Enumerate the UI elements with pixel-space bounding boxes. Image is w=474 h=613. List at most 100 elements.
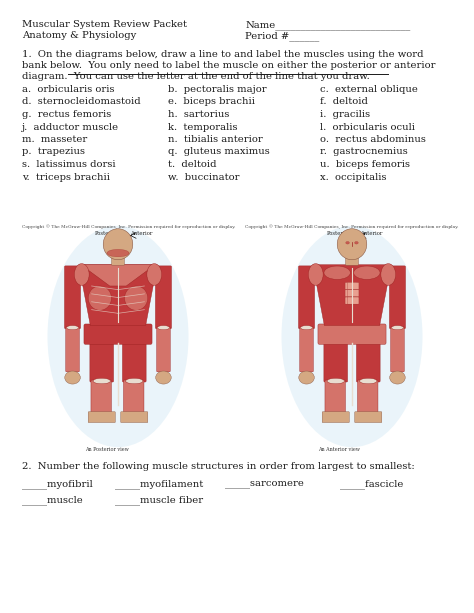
Text: Anterior: Anterior <box>360 231 383 236</box>
FancyBboxPatch shape <box>355 412 382 422</box>
Ellipse shape <box>355 242 358 244</box>
Ellipse shape <box>360 378 377 384</box>
FancyBboxPatch shape <box>346 256 358 265</box>
Text: Period #______: Period #______ <box>245 31 319 40</box>
FancyBboxPatch shape <box>347 290 359 297</box>
Text: Name___________________________: Name___________________________ <box>245 20 410 29</box>
FancyBboxPatch shape <box>84 324 152 345</box>
Text: r.  gastrocnemius: r. gastrocnemius <box>320 148 408 156</box>
Ellipse shape <box>381 264 396 285</box>
Ellipse shape <box>327 378 345 384</box>
Text: x.  occipitalis: x. occipitalis <box>320 172 386 181</box>
Text: w.  buccinator: w. buccinator <box>168 172 239 181</box>
Ellipse shape <box>66 326 79 330</box>
Ellipse shape <box>299 371 314 384</box>
Text: bank below.  You only need to label the muscle on either the posterior or anteri: bank below. You only need to label the m… <box>22 61 436 70</box>
Text: i.  gracilis: i. gracilis <box>320 110 370 119</box>
Text: l.  orbicularis oculi: l. orbicularis oculi <box>320 123 415 132</box>
Polygon shape <box>79 265 157 326</box>
Ellipse shape <box>392 326 403 330</box>
Text: o.  rectus abdominus: o. rectus abdominus <box>320 135 426 144</box>
Text: d.  sternocleidomastoid: d. sternocleidomastoid <box>22 97 141 107</box>
FancyBboxPatch shape <box>324 342 347 382</box>
Polygon shape <box>81 265 155 286</box>
Ellipse shape <box>126 378 143 384</box>
Ellipse shape <box>157 326 170 330</box>
FancyBboxPatch shape <box>318 324 386 345</box>
Ellipse shape <box>155 371 171 384</box>
FancyBboxPatch shape <box>111 256 125 265</box>
Text: j.  adductor muscle: j. adductor muscle <box>22 123 119 132</box>
FancyBboxPatch shape <box>356 342 380 382</box>
Ellipse shape <box>390 371 405 384</box>
Text: h.  sartorius: h. sartorius <box>168 110 229 119</box>
Text: n.  tibialis anterior: n. tibialis anterior <box>168 135 263 144</box>
Text: Posterior: Posterior <box>95 231 119 236</box>
Text: s.  latissimus dorsi: s. latissimus dorsi <box>22 160 116 169</box>
FancyBboxPatch shape <box>391 327 404 372</box>
FancyBboxPatch shape <box>121 412 148 422</box>
Text: p.  trapezius: p. trapezius <box>22 148 85 156</box>
Text: _____muscle: _____muscle <box>22 495 83 504</box>
Ellipse shape <box>65 371 80 384</box>
Text: u.  biceps femoris: u. biceps femoris <box>320 160 410 169</box>
Ellipse shape <box>354 266 380 280</box>
FancyBboxPatch shape <box>64 266 81 329</box>
Text: c.  external oblique: c. external oblique <box>320 85 418 94</box>
FancyBboxPatch shape <box>299 266 315 329</box>
Text: Copyright © The McGraw-Hill Companies, Inc. Permission required for reproduction: Copyright © The McGraw-Hill Companies, I… <box>22 224 236 229</box>
Ellipse shape <box>47 226 189 447</box>
Text: 2.  Number the following muscle structures in order from largest to smallest:: 2. Number the following muscle structure… <box>22 462 415 471</box>
Text: An Posterior view: An Posterior view <box>85 447 129 452</box>
Text: _____muscle fiber: _____muscle fiber <box>115 495 203 504</box>
Ellipse shape <box>346 242 349 244</box>
Ellipse shape <box>125 286 148 310</box>
FancyBboxPatch shape <box>90 342 114 382</box>
Ellipse shape <box>147 264 162 285</box>
FancyBboxPatch shape <box>325 380 346 413</box>
Ellipse shape <box>337 229 367 260</box>
FancyBboxPatch shape <box>322 412 349 422</box>
Text: _____fascicle: _____fascicle <box>340 479 403 489</box>
FancyBboxPatch shape <box>66 327 79 372</box>
Ellipse shape <box>93 378 110 384</box>
Ellipse shape <box>103 229 133 260</box>
Text: v.  triceps brachii: v. triceps brachii <box>22 172 110 181</box>
FancyBboxPatch shape <box>157 327 170 372</box>
Text: 1.  On the diagrams below, draw a line to and label the muscles using the word: 1. On the diagrams below, draw a line to… <box>22 50 423 59</box>
Text: a.  orbicularis oris: a. orbicularis oris <box>22 85 115 94</box>
Ellipse shape <box>324 266 350 280</box>
Text: Anatomy & Physiology: Anatomy & Physiology <box>22 31 136 40</box>
Ellipse shape <box>107 249 129 257</box>
FancyBboxPatch shape <box>345 290 357 297</box>
FancyBboxPatch shape <box>357 380 378 413</box>
FancyBboxPatch shape <box>124 380 144 413</box>
Text: t.  deltoid: t. deltoid <box>168 160 217 169</box>
FancyBboxPatch shape <box>300 327 313 372</box>
FancyBboxPatch shape <box>345 297 357 304</box>
Text: An Anterior view: An Anterior view <box>318 447 360 452</box>
Ellipse shape <box>88 286 111 310</box>
FancyBboxPatch shape <box>345 283 357 289</box>
FancyBboxPatch shape <box>91 380 111 413</box>
Polygon shape <box>313 265 391 326</box>
Text: m.  masseter: m. masseter <box>22 135 87 144</box>
Text: b.  pectoralis major: b. pectoralis major <box>168 85 266 94</box>
FancyBboxPatch shape <box>88 412 115 422</box>
Text: k.  temporalis: k. temporalis <box>168 123 237 132</box>
Text: q.  gluteus maximus: q. gluteus maximus <box>168 148 270 156</box>
Ellipse shape <box>74 264 89 285</box>
Text: _____sarcomere: _____sarcomere <box>225 479 304 488</box>
Text: Posterior: Posterior <box>327 231 351 236</box>
Text: _____myofilament: _____myofilament <box>115 479 203 489</box>
FancyBboxPatch shape <box>347 283 359 289</box>
FancyBboxPatch shape <box>347 297 359 304</box>
Text: _____myofibril: _____myofibril <box>22 479 93 489</box>
Text: g.  rectus femoris: g. rectus femoris <box>22 110 111 119</box>
Text: Muscular System Review Packet: Muscular System Review Packet <box>22 20 187 29</box>
Text: f.  deltoid: f. deltoid <box>320 97 368 107</box>
FancyBboxPatch shape <box>122 342 146 382</box>
Text: Copyright © The McGraw-Hill Companies, Inc. Permission required for reproduction: Copyright © The McGraw-Hill Companies, I… <box>245 224 458 229</box>
Text: e.  biceps brachii: e. biceps brachii <box>168 97 255 107</box>
FancyBboxPatch shape <box>155 266 172 329</box>
